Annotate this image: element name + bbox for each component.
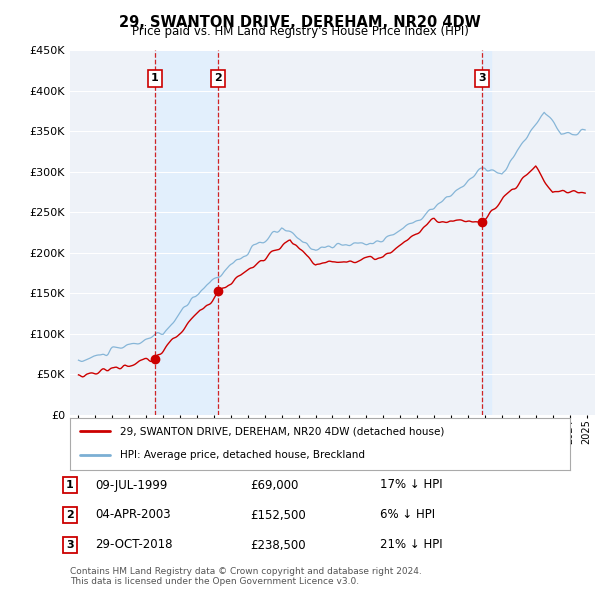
Text: 3: 3: [478, 73, 486, 83]
Bar: [482, 50, 491, 415]
Text: 6% ↓ HPI: 6% ↓ HPI: [380, 509, 435, 522]
Text: 2: 2: [214, 73, 222, 83]
Text: 1: 1: [151, 73, 159, 83]
Text: HPI: Average price, detached house, Breckland: HPI: Average price, detached house, Brec…: [120, 450, 365, 460]
Text: Contains HM Land Registry data © Crown copyright and database right 2024.: Contains HM Land Registry data © Crown c…: [70, 568, 422, 576]
Text: 29, SWANTON DRIVE, DEREHAM, NR20 4DW (detached house): 29, SWANTON DRIVE, DEREHAM, NR20 4DW (de…: [120, 426, 445, 436]
Bar: [155, 50, 218, 415]
Text: £152,500: £152,500: [250, 509, 306, 522]
Text: 1: 1: [66, 480, 74, 490]
Text: 29, SWANTON DRIVE, DEREHAM, NR20 4DW: 29, SWANTON DRIVE, DEREHAM, NR20 4DW: [119, 15, 481, 30]
Text: 17% ↓ HPI: 17% ↓ HPI: [380, 478, 443, 491]
Text: 04-APR-2003: 04-APR-2003: [95, 509, 170, 522]
Text: Price paid vs. HM Land Registry's House Price Index (HPI): Price paid vs. HM Land Registry's House …: [131, 25, 469, 38]
Text: 3: 3: [66, 540, 74, 550]
Text: This data is licensed under the Open Government Licence v3.0.: This data is licensed under the Open Gov…: [70, 578, 359, 586]
Text: £238,500: £238,500: [250, 539, 305, 552]
Text: £69,000: £69,000: [250, 478, 298, 491]
Text: 2: 2: [66, 510, 74, 520]
Text: 09-JUL-1999: 09-JUL-1999: [95, 478, 167, 491]
Text: 21% ↓ HPI: 21% ↓ HPI: [380, 539, 443, 552]
Text: 29-OCT-2018: 29-OCT-2018: [95, 539, 173, 552]
